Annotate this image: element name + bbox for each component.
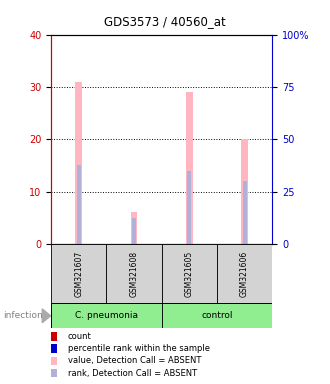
Bar — [77, 166, 81, 244]
Text: GDS3573 / 40560_at: GDS3573 / 40560_at — [104, 15, 226, 28]
Bar — [243, 181, 247, 244]
Text: count: count — [68, 332, 91, 341]
Bar — [106, 244, 162, 303]
Text: C. pneumonia: C. pneumonia — [75, 311, 138, 320]
Text: GSM321607: GSM321607 — [74, 250, 83, 297]
Text: control: control — [201, 311, 233, 320]
Polygon shape — [42, 309, 50, 323]
Text: infection: infection — [3, 311, 43, 320]
Bar — [132, 218, 136, 244]
Bar — [51, 244, 106, 303]
Bar — [241, 139, 248, 244]
Text: percentile rank within the sample: percentile rank within the sample — [68, 344, 210, 353]
Bar — [217, 244, 272, 303]
Bar — [131, 212, 137, 244]
Bar — [186, 92, 193, 244]
Bar — [162, 244, 217, 303]
Text: GSM321605: GSM321605 — [185, 250, 194, 297]
Bar — [76, 82, 82, 244]
Text: GSM321608: GSM321608 — [130, 250, 139, 297]
Text: GSM321606: GSM321606 — [240, 250, 249, 297]
Bar — [187, 170, 191, 244]
Text: value, Detection Call = ABSENT: value, Detection Call = ABSENT — [68, 356, 201, 366]
Bar — [162, 303, 272, 328]
Bar — [51, 303, 162, 328]
Text: rank, Detection Call = ABSENT: rank, Detection Call = ABSENT — [68, 369, 197, 378]
